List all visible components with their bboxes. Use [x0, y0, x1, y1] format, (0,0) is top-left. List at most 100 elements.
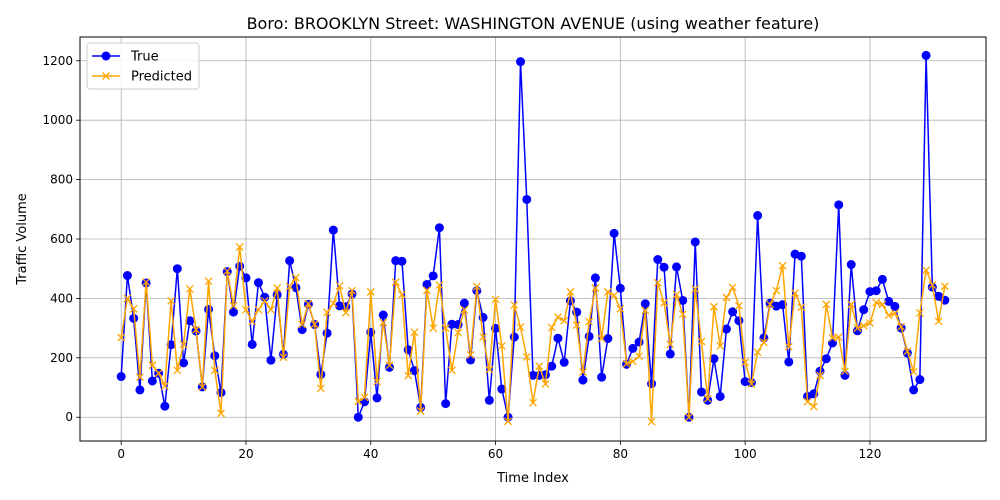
data-point	[616, 304, 625, 313]
data-point	[242, 305, 250, 314]
data-point	[715, 391, 725, 401]
data-point	[441, 324, 450, 333]
legend-marker	[101, 51, 111, 61]
data-point	[123, 294, 132, 303]
data-point	[635, 352, 644, 361]
data-point	[398, 290, 406, 299]
data-point	[890, 309, 899, 318]
x-tick-label: 120	[858, 447, 881, 461]
data-point	[435, 281, 444, 290]
data-point	[797, 303, 806, 312]
data-point	[348, 286, 357, 295]
data-point	[192, 325, 201, 334]
y-tick-label: 200	[50, 351, 73, 365]
data-point	[822, 300, 831, 309]
data-point	[129, 313, 139, 323]
data-point	[909, 385, 919, 395]
x-axis-label: Time Index	[496, 471, 569, 486]
data-point	[884, 296, 894, 306]
data-point	[235, 243, 244, 251]
data-point	[173, 366, 182, 375]
data-point	[610, 291, 619, 300]
data-point	[366, 287, 375, 296]
data-point	[647, 417, 656, 426]
data-point	[179, 358, 189, 368]
data-point	[541, 380, 550, 388]
data-point	[384, 362, 394, 372]
data-point	[609, 228, 619, 238]
data-point	[665, 349, 675, 359]
data-point	[129, 304, 138, 313]
x-tick-label: 20	[238, 447, 253, 461]
data-point	[117, 333, 126, 342]
data-point	[865, 319, 874, 328]
data-point	[504, 417, 513, 426]
data-point	[778, 261, 787, 270]
data-point	[809, 402, 818, 411]
data-point	[716, 341, 725, 350]
data-point	[585, 317, 594, 326]
data-point	[379, 318, 388, 327]
data-point	[753, 211, 763, 221]
y-tick-label: 1200	[42, 54, 73, 68]
data-point	[372, 393, 382, 403]
data-point	[422, 286, 431, 295]
legend-label: Predicted	[131, 70, 192, 85]
data-point	[572, 321, 581, 330]
data-point	[921, 50, 931, 60]
data-point	[472, 282, 481, 291]
data-point	[198, 382, 207, 391]
data-point	[291, 283, 301, 293]
data-point	[640, 299, 650, 309]
data-point	[122, 271, 132, 281]
data-point	[316, 384, 325, 393]
data-point	[803, 397, 812, 406]
data-point	[310, 320, 319, 329]
data-point	[248, 317, 257, 326]
data-point	[529, 398, 537, 407]
data-point	[422, 279, 432, 289]
data-point	[678, 295, 688, 305]
data-point	[522, 352, 531, 361]
data-point	[229, 301, 238, 310]
data-point	[728, 307, 738, 317]
data-point	[678, 310, 687, 319]
data-point	[753, 348, 762, 357]
data-point	[590, 273, 600, 283]
data-point	[391, 278, 400, 287]
data-point	[260, 292, 270, 302]
data-point	[622, 359, 631, 368]
data-point	[297, 325, 307, 335]
data-point	[766, 300, 775, 309]
data-point	[378, 310, 388, 320]
data-point	[821, 354, 831, 364]
data-point	[903, 347, 912, 356]
legend-label: True	[130, 50, 159, 65]
data-point	[703, 395, 713, 405]
data-point	[485, 365, 494, 374]
data-point	[846, 260, 856, 270]
data-point	[703, 394, 712, 403]
data-point	[940, 282, 949, 291]
data-point	[210, 366, 219, 375]
data-point	[859, 305, 869, 315]
data-point	[672, 262, 682, 272]
data-point	[734, 301, 743, 310]
legend-marker	[102, 72, 110, 80]
data-point	[304, 299, 313, 308]
data-point	[816, 371, 824, 380]
data-point	[254, 305, 263, 314]
data-point	[329, 299, 338, 308]
data-point	[509, 332, 519, 342]
data-point	[285, 282, 294, 291]
data-point	[628, 357, 637, 366]
series-predicted	[117, 243, 949, 426]
data-point	[872, 298, 881, 307]
data-point	[335, 281, 344, 290]
data-point	[185, 284, 194, 293]
data-point	[341, 308, 350, 317]
data-point	[266, 355, 276, 365]
legend-entries: True Predicted	[92, 50, 192, 85]
data-point	[535, 362, 544, 371]
data-point	[722, 293, 731, 302]
